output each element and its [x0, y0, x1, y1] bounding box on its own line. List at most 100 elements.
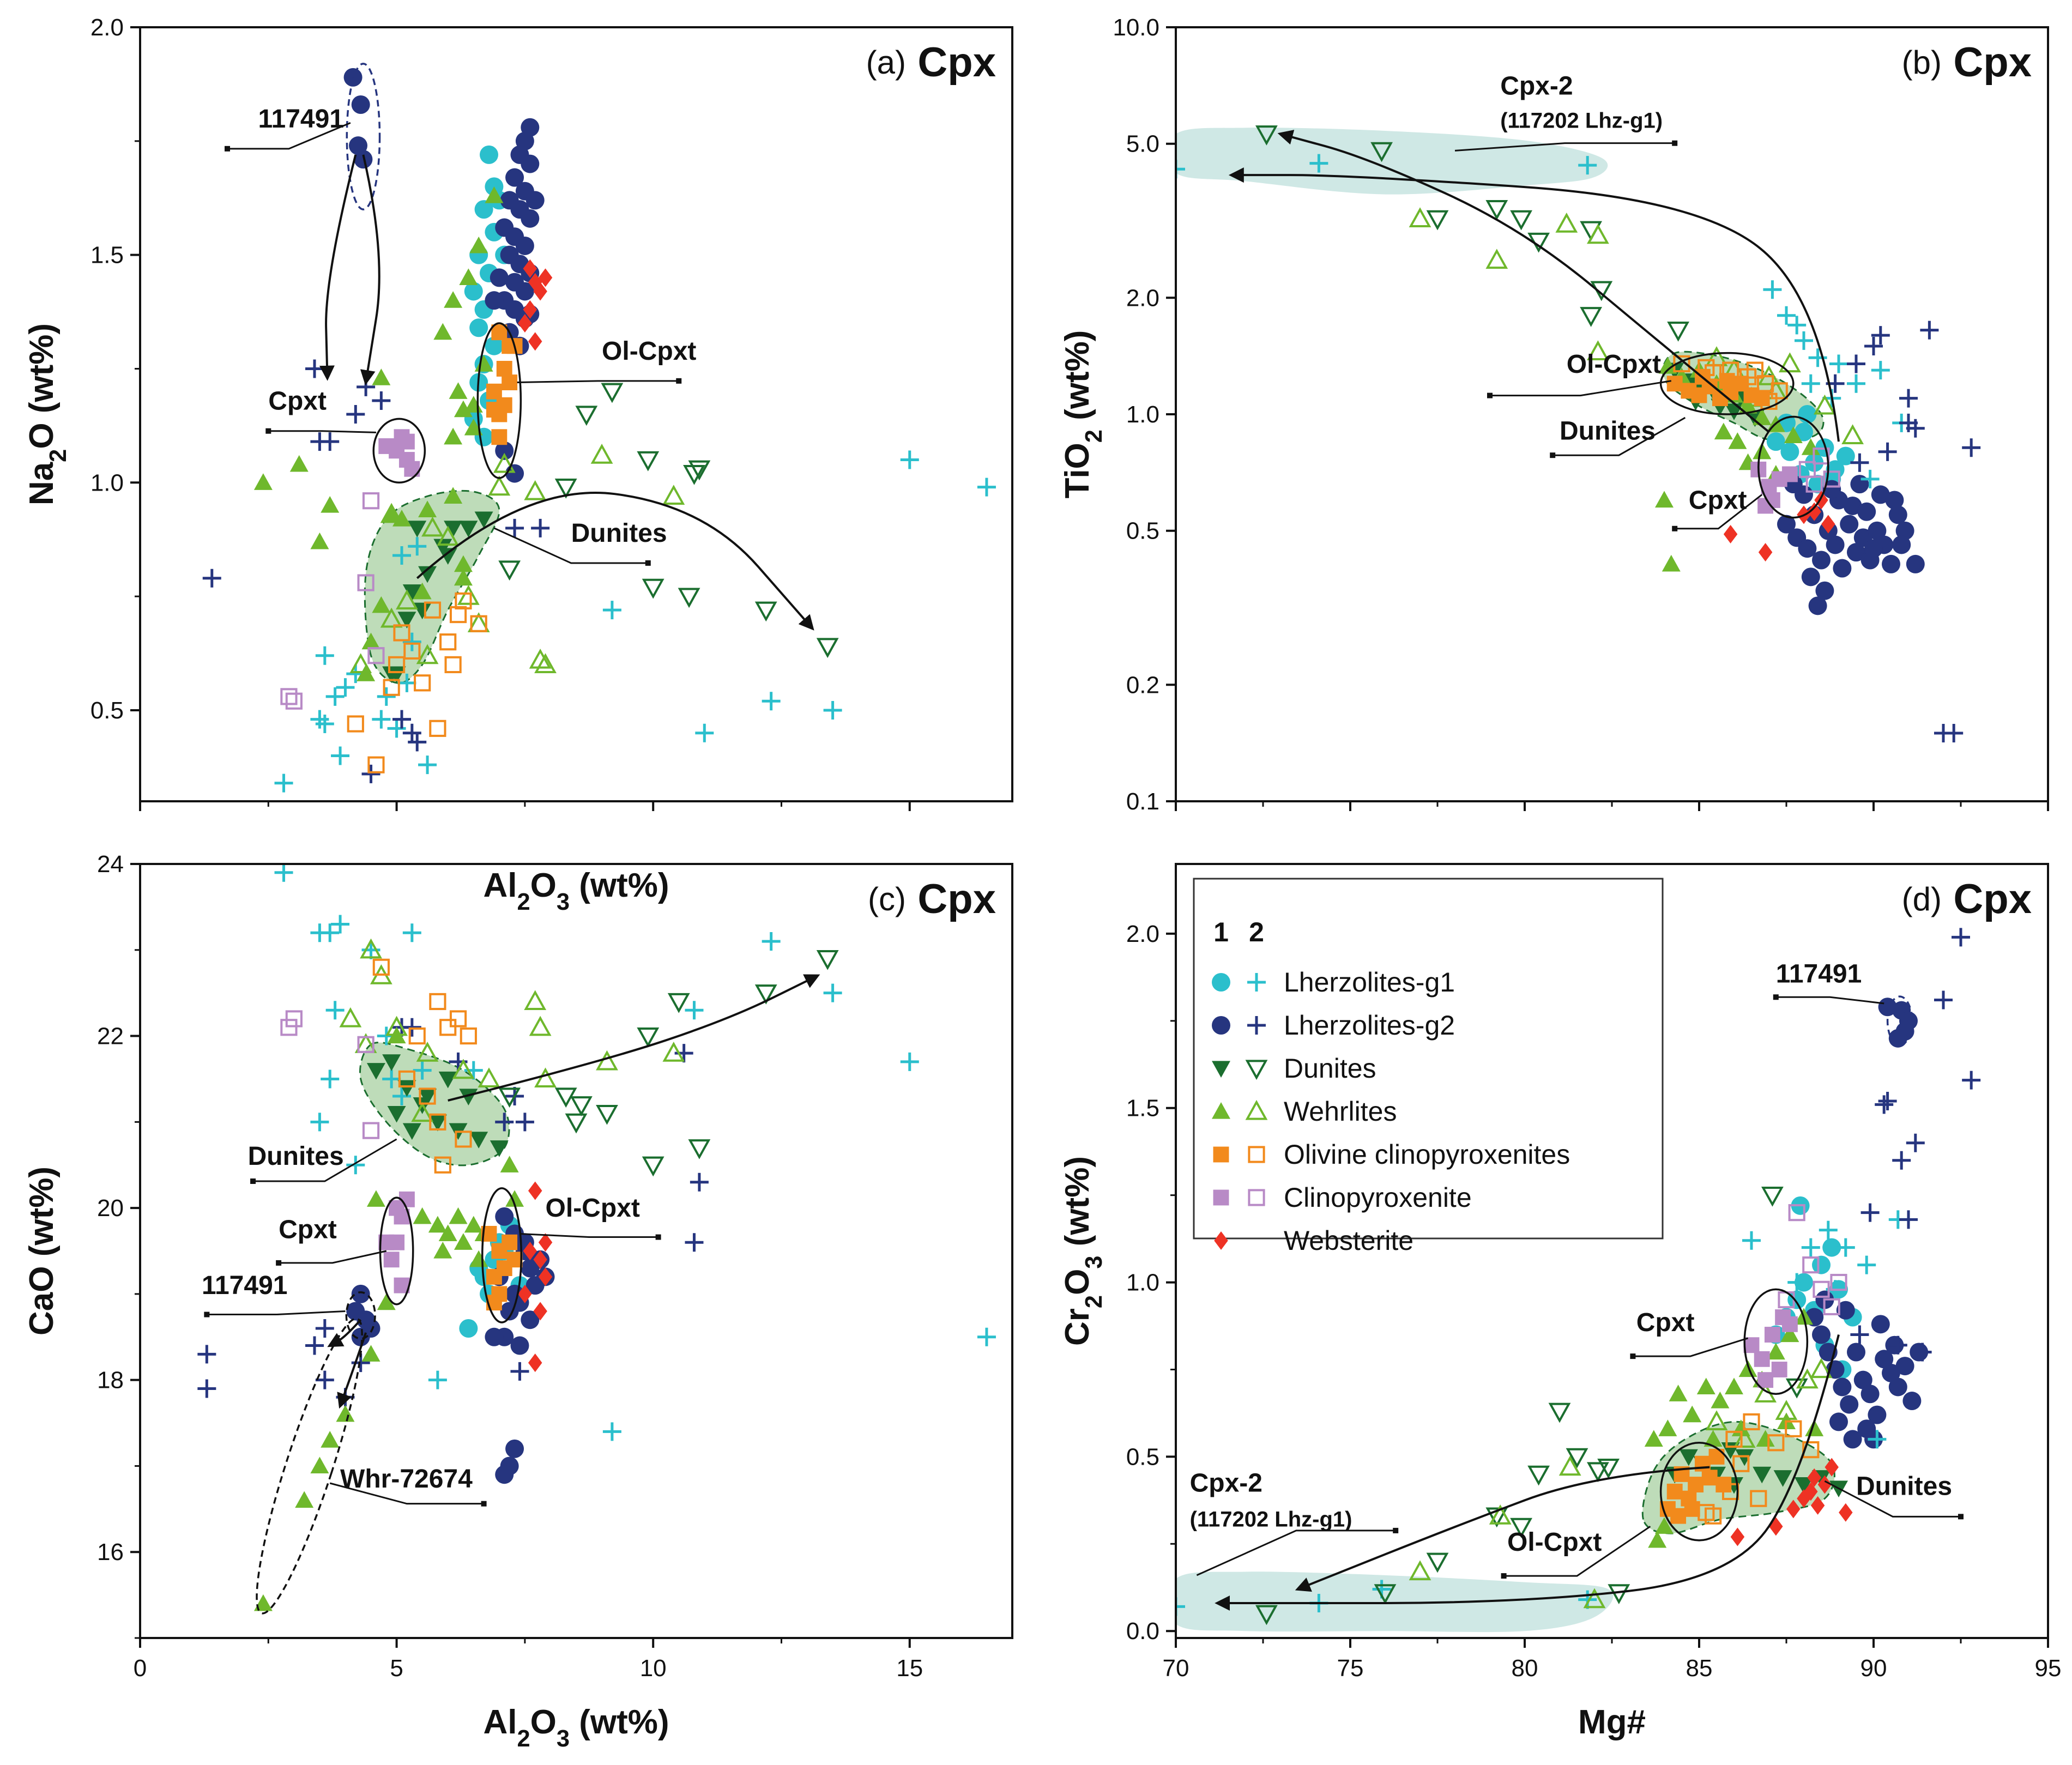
point-b-lhz_g2-plus-8 — [1962, 438, 1981, 457]
point-b-wehrlite-tri-up-open-4 — [1587, 340, 1609, 361]
point-c-lhz_g1-plus-12 — [392, 1087, 411, 1105]
leader-line-d-3 — [1503, 1526, 1651, 1577]
point-a-dunite-tri-down-6 — [459, 521, 478, 537]
plot-area-b — [1176, 125, 1981, 742]
point-a-wehrlite-tri-up-13 — [459, 268, 478, 286]
leader-dot-a-1 — [265, 428, 271, 434]
field-d-0 — [1176, 1571, 1614, 1633]
point-c-lhz_g1-plus-21 — [977, 1327, 996, 1346]
leader-dot-b-2 — [1550, 452, 1556, 458]
point-b-lhz_g1-plus-6 — [1808, 348, 1827, 367]
point-a-dunite-tri-down-open-2 — [575, 406, 598, 426]
legend-label-5: Clinopyroxenite — [1284, 1182, 1472, 1213]
point-d-cpxt-square-open-1 — [1802, 1256, 1820, 1274]
point-c-wehrlite-tri-up-2 — [438, 1224, 457, 1242]
legend-marker-filled-0 — [1212, 973, 1230, 992]
panel-tag-d: (d) — [1902, 881, 1942, 917]
point-c-wehrlite-tri-up-0 — [413, 1207, 432, 1224]
point-d-lhz_g2-circle-6 — [1847, 1343, 1865, 1362]
point-b-lhz_g2-circle-21 — [1843, 496, 1862, 515]
point-b-ol_cpxt-square-0 — [1666, 376, 1683, 392]
plot-area-a — [202, 63, 996, 793]
x-axis-title-a: Al2O3 (wt%) — [483, 867, 669, 915]
point-d-dunite-tri-down-open-7 — [1566, 1448, 1588, 1468]
annotation-c-2: Ol-Cpxt — [546, 1194, 640, 1223]
point-b-wehrlite-tri-up-0 — [1658, 357, 1677, 374]
point-c-dunite-tri-down-open-2 — [570, 1096, 593, 1116]
point-a-cpxt-square-5 — [398, 433, 415, 450]
point-b-lhz_g2-circle-15 — [1888, 505, 1907, 524]
point-b-cpxt-square-open-3 — [1805, 475, 1823, 493]
point-b-lhz_g2-circle-4 — [1812, 551, 1831, 570]
trend-arrow-d-1 — [1295, 1466, 1710, 1592]
point-b-lhz_g2-circle-16 — [1895, 521, 1914, 540]
point-c-wehrlite-tri-up-4 — [464, 1216, 483, 1233]
legend-label-3: Wehrlites — [1284, 1096, 1397, 1127]
point-c-websterite-diamond-1 — [533, 1250, 547, 1269]
point-d-lhz_g2-circle-7 — [1853, 1370, 1872, 1389]
point-d-wehrlite-tri-up-open-1 — [1489, 1504, 1512, 1525]
x-tick-label-c-2: 10 — [640, 1655, 667, 1682]
point-a-lhz_g1-plus-16 — [695, 723, 714, 742]
point-b-lhz_g2-plus-10 — [1944, 723, 1964, 742]
point-c-wehrlite-tri-up-open-10 — [596, 1050, 618, 1071]
outline-c-1 — [481, 1187, 523, 1323]
leader-line-c-2 — [519, 1232, 659, 1238]
point-d-dunite-tri-down-open-4 — [1510, 1518, 1532, 1538]
legend-marker-filled-1 — [1212, 1016, 1230, 1035]
point-d-cpxt-square-open-5 — [1830, 1273, 1847, 1291]
point-a-wehrlite-tri-up-19 — [372, 596, 391, 613]
point-c-wehrlite-tri-up-6 — [449, 1207, 468, 1224]
leader-line-a-1 — [268, 430, 376, 433]
point-d-websterite-diamond-9 — [1839, 1503, 1853, 1522]
point-a-ol_cpxt-square-open-0 — [347, 715, 364, 733]
point-c-cpxt-square-open-3 — [362, 1122, 380, 1139]
point-b-lhz_g2-plus-3 — [1871, 326, 1890, 345]
point-d-cpxt-square-6 — [1757, 1372, 1774, 1388]
point-c-wehrlite-tri-up-13 — [336, 1405, 355, 1422]
point-b-lhz_g1-plus-13 — [1860, 469, 1880, 488]
point-a-ol_cpxt-square-open-12 — [470, 615, 487, 632]
point-c-websterite-diamond-6 — [518, 1284, 532, 1303]
point-a-wehrlite-tri-up-9 — [464, 419, 483, 436]
point-a-lhz_g2-plus-1 — [305, 359, 324, 378]
point-b-wehrlite-tri-up-8 — [1784, 426, 1803, 444]
y-tick-label-a-0: 0.5 — [90, 697, 124, 724]
point-a-wehrlite-tri-up-22 — [361, 632, 380, 650]
point-c-lhz_g1-plus-18 — [762, 932, 781, 951]
point-b-dunite-tri-down-open-3 — [1510, 210, 1532, 231]
point-d-lhz_g2-circle-11 — [1882, 1363, 1900, 1382]
point-a-lhz_g1-plus-9 — [377, 687, 396, 706]
point-c-wehrlite-tri-up-10 — [505, 1190, 524, 1207]
point-a-lhz_g2-plus-12 — [531, 518, 550, 537]
point-a-lhz_g1-plus-19 — [900, 450, 919, 469]
point-d-cpxt-square-open-0 — [1788, 1204, 1805, 1222]
x-tick-label-d-0: 70 — [1163, 1655, 1189, 1682]
point-b-websterite-diamond-0 — [1723, 524, 1738, 543]
point-c-dunite-tri-down-open-8 — [754, 984, 777, 1005]
point-c-dunite-tri-down-open-10 — [565, 1113, 588, 1134]
point-a-wehrlite-tri-up-open-11 — [590, 444, 613, 464]
point-d-ol_cpxt-square-open-4 — [1767, 1434, 1785, 1452]
trend-arrow-c-0 — [448, 974, 820, 1102]
annotation-c-0: Dunites — [248, 1142, 344, 1171]
y-tick-label-b-0: 0.1 — [1126, 788, 1159, 815]
point-c-lhz_g2-plus-1 — [197, 1379, 216, 1398]
point-a-wehrlite-tri-up-open-7 — [493, 452, 516, 473]
y-tick-label-c-0: 16 — [97, 1539, 124, 1565]
point-d-wehrlite-tri-up-17 — [1655, 1517, 1674, 1534]
point-b-lhz_g2-plus-7 — [1920, 321, 1939, 340]
point-c-lhz_g2-circle-14 — [510, 1336, 529, 1355]
point-a-wehrlite-tri-up-0 — [253, 473, 273, 490]
leader-line-c-3 — [207, 1310, 346, 1316]
point-a-dunite-tri-down-open-0 — [498, 560, 521, 581]
point-a-wehrlite-tri-up-open-15 — [421, 516, 444, 537]
point-a-dunite-tri-down-open-7 — [678, 588, 700, 608]
outline-c-2 — [345, 1291, 376, 1340]
annotation-b-0: Cpx-2 — [1500, 71, 1573, 100]
point-d-ol_cpxt-square-open-8 — [1802, 1441, 1820, 1459]
annotation-a-3: Dunites — [571, 519, 667, 548]
point-c-cpxt-square-open-2 — [357, 1036, 374, 1053]
leader-dot-c-3 — [204, 1311, 210, 1317]
panel-tag-a: (a) — [866, 44, 906, 81]
